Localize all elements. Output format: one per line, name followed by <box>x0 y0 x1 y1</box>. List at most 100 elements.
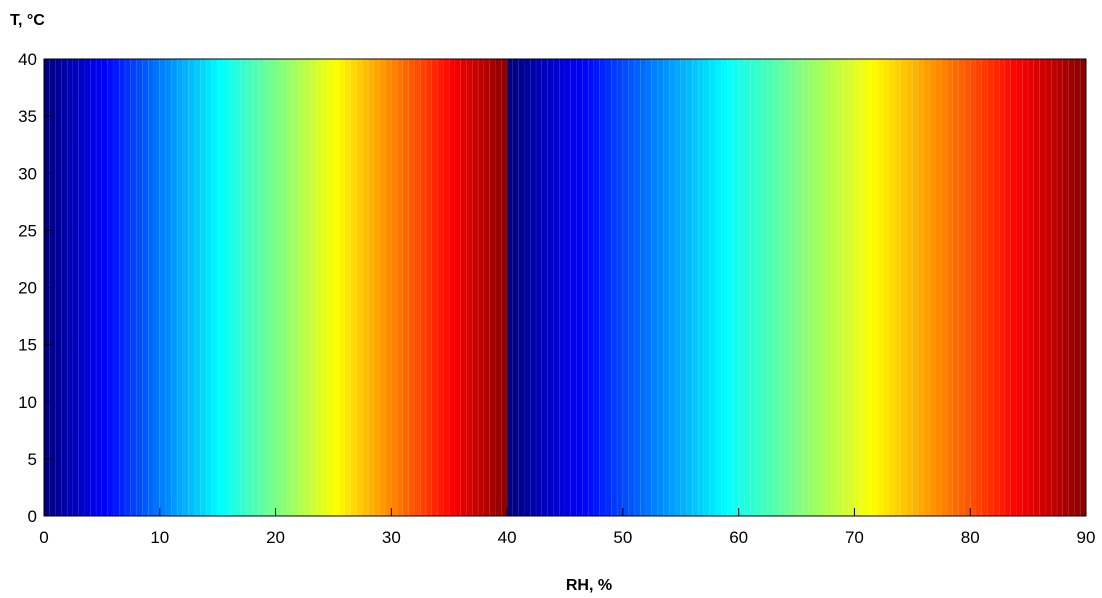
heatmap-stripe <box>263 59 270 516</box>
heatmap-stripe <box>1068 59 1075 516</box>
heatmap-stripe <box>275 59 282 516</box>
heatmap-stripe <box>524 59 531 516</box>
x-tick-label: 50 <box>613 528 632 547</box>
heatmap-stripe <box>350 59 357 516</box>
heatmap-stripe <box>923 59 930 516</box>
heatmap-stripe <box>958 59 965 516</box>
heatmap-stripe <box>588 59 594 516</box>
heatmap-stripe <box>449 59 456 516</box>
heatmap-stripe <box>790 59 797 516</box>
heatmap-stripe <box>177 59 183 516</box>
heatmap-stripe <box>171 59 178 516</box>
heatmap-stripe <box>1057 59 1063 516</box>
heatmap-stripe <box>715 59 722 516</box>
heatmap-stripe <box>148 59 154 516</box>
heatmap-stripe <box>657 59 664 516</box>
y-tick-label: 40 <box>18 50 37 69</box>
heatmap-stripe <box>976 59 982 516</box>
heatmap-stripe <box>779 59 785 516</box>
heatmap-stripe <box>900 59 907 516</box>
heatmap-stripe <box>489 59 496 516</box>
heatmap-stripe <box>732 59 739 516</box>
heatmap-stripe <box>1062 59 1069 516</box>
heatmap-stripe <box>130 59 137 516</box>
heatmap-stripe <box>385 59 392 516</box>
heatmap-stripe <box>674 59 681 516</box>
heatmap-stripe <box>663 59 670 516</box>
heatmap-stripe <box>848 59 855 516</box>
heatmap-stripe <box>744 59 751 516</box>
heatmap-stripe <box>570 59 577 516</box>
heatmap-stripe <box>72 59 79 516</box>
heatmap-stripe <box>78 59 85 516</box>
heatmap-stripe <box>316 59 322 516</box>
heatmap-stripe <box>507 59 513 516</box>
heatmap-stripe <box>431 59 438 516</box>
heatmap-stripe <box>397 59 403 516</box>
heatmap-stripe <box>929 59 936 516</box>
heatmap-stripe <box>565 59 571 516</box>
heatmap-stripe <box>512 59 519 516</box>
heatmap-stripe <box>472 59 479 516</box>
y-tick-label: 35 <box>18 107 37 126</box>
x-tick-label: 70 <box>845 528 864 547</box>
heatmap-stripe <box>1028 59 1034 516</box>
heatmap-stripe <box>634 59 641 516</box>
heatmap-stripe <box>90 59 97 516</box>
heatmap-stripe <box>61 59 68 516</box>
heatmap-stripe <box>970 59 977 516</box>
heatmap-stripe <box>1033 59 1040 516</box>
heatmap-stripe <box>559 59 565 516</box>
x-tick-label: 30 <box>382 528 401 547</box>
heatmap-stripe <box>455 59 461 516</box>
heatmap-stripe <box>964 59 971 516</box>
heatmap-stripe <box>802 59 809 516</box>
y-tick-label: 15 <box>18 336 37 355</box>
heatmap-stripe <box>784 59 791 516</box>
heatmap-stripe <box>281 59 288 516</box>
heatmap-stripe <box>246 59 253 516</box>
heatmap-stripe <box>159 59 166 516</box>
y-tick-label: 10 <box>18 393 37 412</box>
heatmap-stripe <box>356 59 363 516</box>
heatmap-stripe <box>119 59 126 516</box>
heatmap-stripe <box>692 59 699 516</box>
heatmap-stripe <box>304 59 311 516</box>
heatmap-stripe <box>391 59 398 516</box>
heatmap-stripe <box>628 59 635 516</box>
heatmap-stripe <box>651 59 658 516</box>
heatmap-stripe <box>808 59 814 516</box>
heatmap-stripes <box>44 59 1087 516</box>
y-tick-label: 20 <box>18 279 37 298</box>
heatmap-stripe <box>345 59 351 516</box>
heatmap-stripe <box>339 59 346 516</box>
heatmap-stripe <box>611 59 618 516</box>
heatmap-stripe <box>703 59 710 516</box>
heatmap-stripe <box>258 59 264 516</box>
heatmap-stripe <box>136 59 143 516</box>
y-tick-label: 0 <box>28 507 37 526</box>
heatmap-stripe <box>55 59 62 516</box>
heatmap-stripe <box>547 59 554 516</box>
heatmap-stripe <box>981 59 988 516</box>
heatmap-stripe <box>721 59 728 516</box>
x-axis-ticks: 0 10 20 30 40 50 60 70 80 90 <box>39 508 1095 547</box>
heatmap-stripe <box>518 59 525 516</box>
x-tick-label: 60 <box>729 528 748 547</box>
heatmap-stripe <box>362 59 369 516</box>
heatmap-stripe <box>107 59 114 516</box>
heatmap-stripe <box>877 59 884 516</box>
heatmap-stripe <box>321 59 328 516</box>
x-tick-label: 20 <box>266 528 285 547</box>
y-tick-label: 30 <box>18 164 37 183</box>
heatmap-stripe <box>889 59 895 516</box>
heatmap-stripe <box>200 59 207 516</box>
heatmap-stripe <box>993 59 1000 516</box>
heatmap-stripe <box>767 59 774 516</box>
heatmap-stripe <box>738 59 745 516</box>
heatmap-stripe <box>426 59 432 516</box>
heatmap-stripe <box>686 59 693 516</box>
heatmap-stripe <box>680 59 687 516</box>
